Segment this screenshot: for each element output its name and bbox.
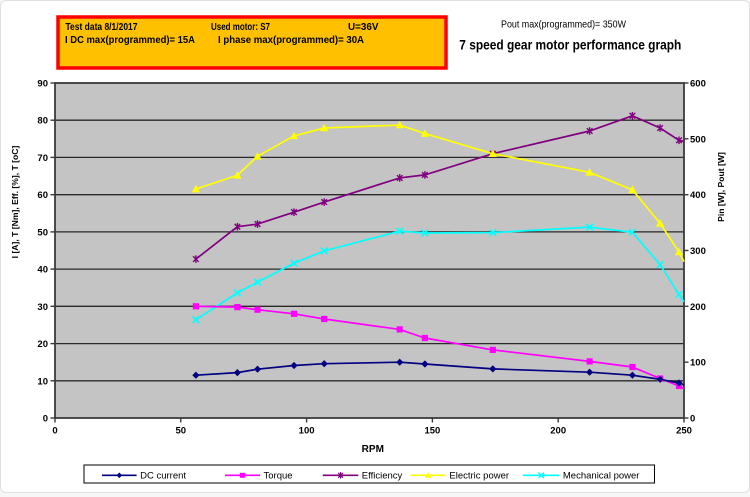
svg-text:10: 10	[37, 376, 48, 387]
svg-text:Test data 8/1/2017: Test data 8/1/2017	[66, 22, 138, 33]
svg-text:90: 90	[37, 79, 48, 90]
svg-text:20: 20	[37, 339, 48, 350]
svg-text:70: 70	[37, 153, 48, 164]
svg-text:RPM: RPM	[362, 444, 384, 455]
svg-text:600: 600	[690, 79, 706, 90]
svg-text:400: 400	[690, 190, 706, 201]
svg-text:100: 100	[299, 426, 315, 437]
svg-text:Electric power: Electric power	[449, 471, 509, 482]
svg-text:Used motor: S7: Used motor: S7	[211, 22, 270, 33]
svg-text:0: 0	[690, 414, 695, 425]
svg-text:200: 200	[690, 302, 706, 313]
svg-text:80: 80	[37, 116, 48, 127]
svg-text:0: 0	[43, 414, 48, 425]
svg-text:Pout max(programmed)= 350W: Pout max(programmed)= 350W	[501, 19, 626, 31]
svg-text:7 speed gear motor performance: 7 speed gear motor performance graph	[459, 36, 681, 52]
svg-text:100: 100	[690, 358, 706, 369]
svg-text:Pin [W], Pout [W]: Pin [W], Pout [W]	[716, 152, 726, 222]
svg-text:150: 150	[424, 426, 440, 437]
svg-text:50: 50	[176, 426, 187, 437]
svg-text:40: 40	[37, 265, 48, 276]
svg-text:0: 0	[52, 426, 57, 437]
svg-text:50: 50	[37, 227, 48, 238]
svg-text:U=36V: U=36V	[348, 22, 379, 33]
svg-text:Efficiency: Efficiency	[362, 471, 403, 482]
svg-text:60: 60	[37, 190, 48, 201]
svg-text:30: 30	[37, 302, 48, 313]
svg-text:Torque: Torque	[264, 471, 293, 482]
svg-text:I phase max(programmed)= 30A: I phase max(programmed)= 30A	[218, 35, 364, 46]
svg-text:Mechanical power: Mechanical power	[563, 471, 640, 482]
svg-text:200: 200	[550, 426, 566, 437]
svg-text:300: 300	[690, 246, 706, 257]
svg-text:I DC max(programmed)= 15A: I DC max(programmed)= 15A	[65, 35, 195, 46]
svg-text:500: 500	[690, 134, 706, 145]
svg-text:250: 250	[676, 426, 692, 437]
svg-text:I [A], T [Nm], Eff. [%], T [oC: I [A], T [Nm], Eff. [%], T [oC]	[10, 146, 20, 259]
svg-text:DC current: DC current	[140, 471, 186, 482]
